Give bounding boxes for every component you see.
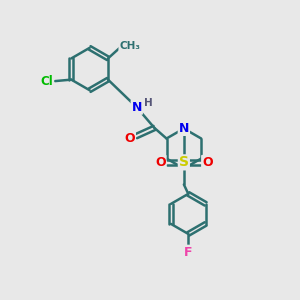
Text: O: O <box>124 132 135 145</box>
Text: Cl: Cl <box>40 75 53 88</box>
Text: CH₃: CH₃ <box>119 41 140 51</box>
Text: H: H <box>144 98 152 108</box>
Text: N: N <box>179 122 189 135</box>
Text: F: F <box>184 246 193 259</box>
Text: N: N <box>132 101 142 114</box>
Text: S: S <box>179 155 189 170</box>
Text: O: O <box>155 156 166 169</box>
Text: O: O <box>202 156 213 169</box>
